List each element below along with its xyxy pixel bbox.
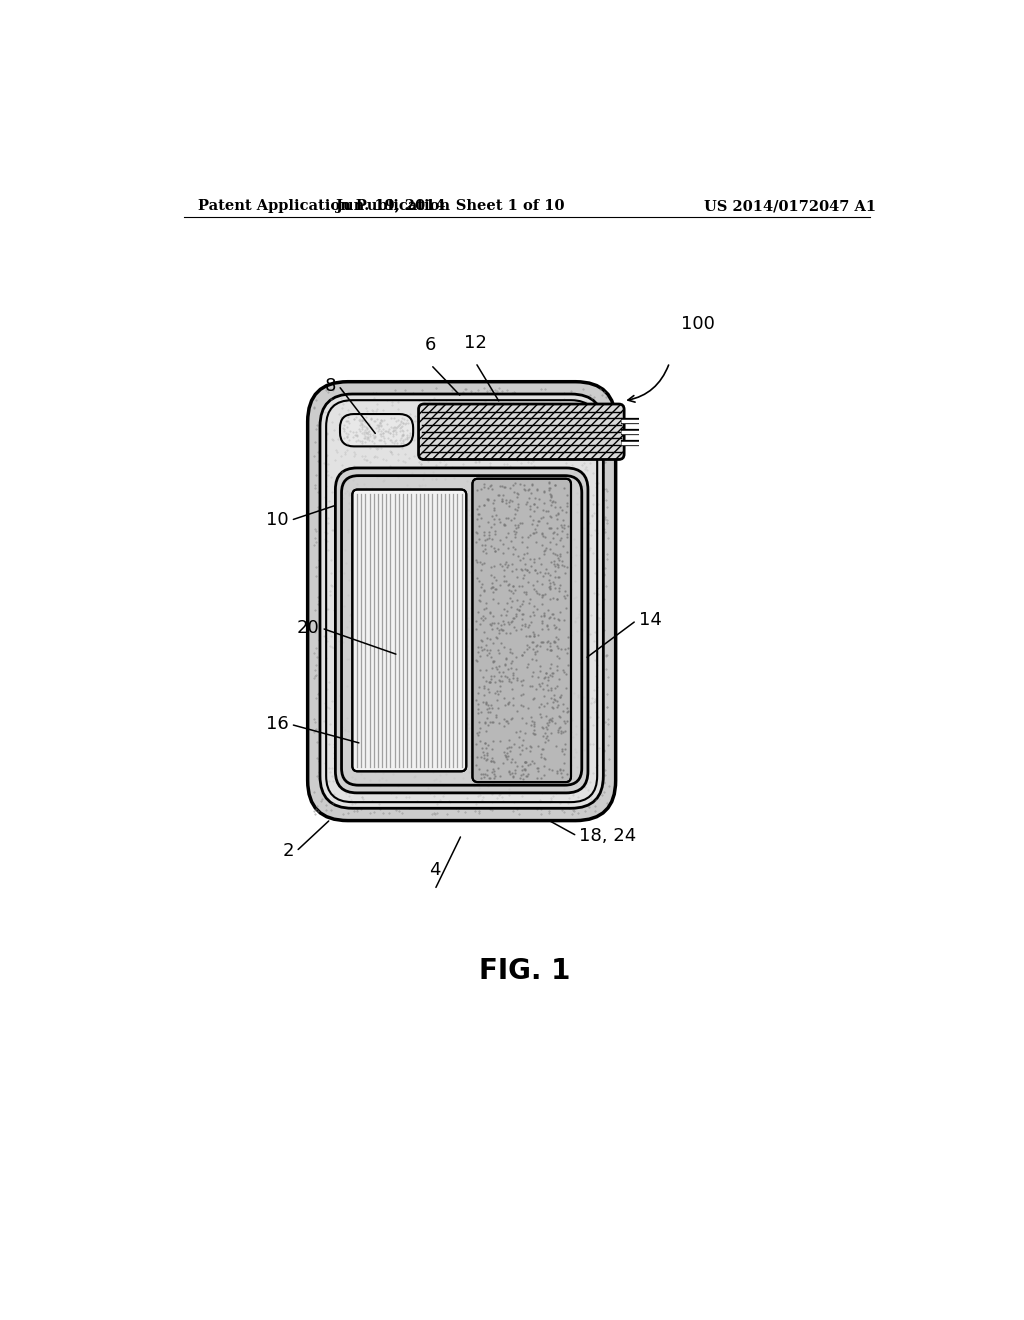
Text: 10: 10 (266, 511, 289, 529)
Text: US 2014/0172047 A1: US 2014/0172047 A1 (705, 199, 877, 213)
FancyBboxPatch shape (352, 490, 466, 771)
Text: 12: 12 (464, 334, 487, 351)
Text: Patent Application Publication: Patent Application Publication (199, 199, 451, 213)
Text: 16: 16 (265, 715, 289, 734)
Text: FIG. 1: FIG. 1 (479, 957, 570, 985)
FancyBboxPatch shape (307, 381, 615, 821)
FancyArrowPatch shape (628, 366, 669, 403)
Text: 100: 100 (681, 315, 715, 333)
FancyBboxPatch shape (472, 479, 571, 781)
FancyBboxPatch shape (336, 469, 588, 793)
Text: 8: 8 (325, 376, 336, 395)
Text: Jun. 19, 2014  Sheet 1 of 10: Jun. 19, 2014 Sheet 1 of 10 (336, 199, 564, 213)
Text: 6: 6 (425, 337, 436, 354)
FancyBboxPatch shape (319, 395, 603, 808)
FancyBboxPatch shape (340, 414, 413, 446)
Text: 20: 20 (297, 619, 319, 638)
Text: 4: 4 (429, 861, 440, 879)
Text: 18, 24: 18, 24 (580, 828, 637, 845)
Text: 14: 14 (639, 611, 662, 630)
Text: 2: 2 (283, 842, 294, 861)
FancyBboxPatch shape (419, 404, 625, 459)
